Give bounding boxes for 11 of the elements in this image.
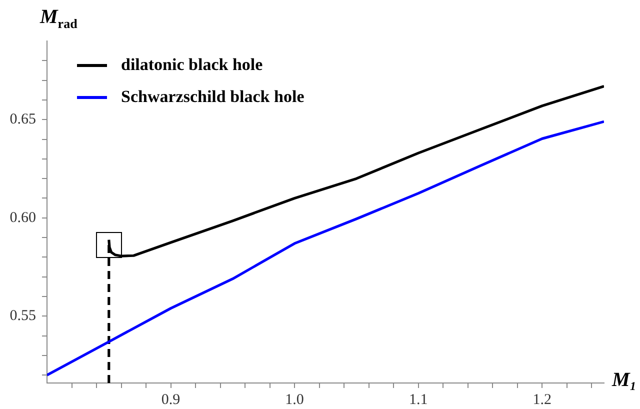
legend-label: Schwarzschild black hole: [121, 87, 304, 107]
y-axis-title: M$_{rad}$: [40, 6, 78, 32]
x-tick-label: 1.2: [532, 392, 552, 408]
y-tick-label: 0.60: [10, 210, 36, 226]
x-tick-label: 1.1: [408, 392, 428, 408]
y-tick-label: 0.65: [10, 112, 36, 128]
y-tick-label: 0.55: [10, 308, 36, 324]
legend-label: dilatonic black hole: [121, 55, 263, 75]
x-tick-label: 1.0: [285, 392, 304, 408]
x-tick-label: 0.9: [161, 392, 180, 408]
x-axis-title: M₁: [612, 369, 637, 392]
